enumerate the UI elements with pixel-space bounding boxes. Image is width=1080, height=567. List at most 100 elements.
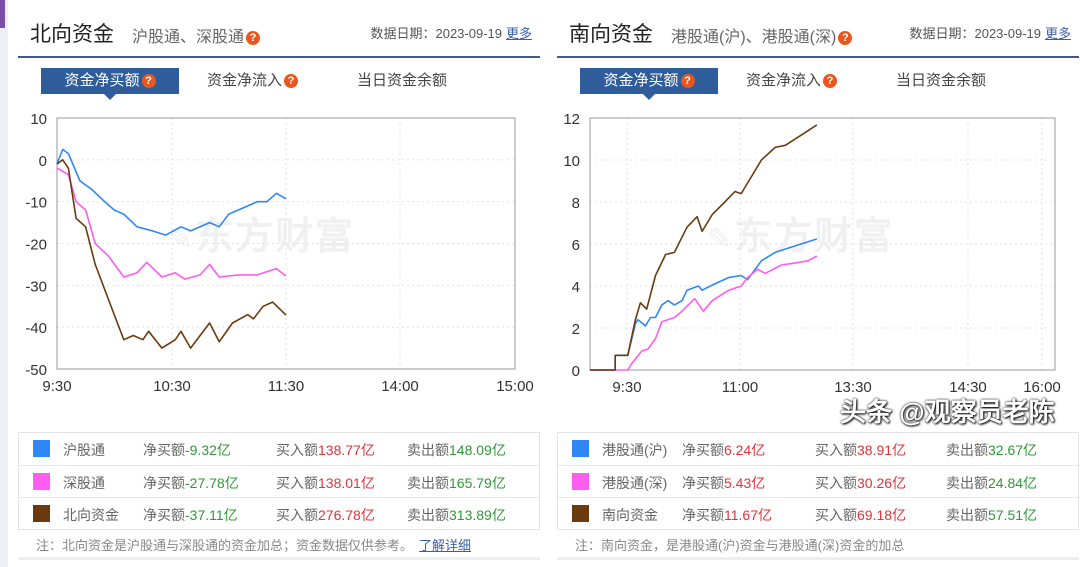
legend-row: 南向资金 净买额11.67亿 买入额69.18亿 卖出额57.51亿 — [558, 497, 1078, 529]
net-label: 净买额 — [143, 475, 185, 491]
subtitle-text: 港股通(沪)、港股通(深) — [671, 29, 837, 46]
legend-row: 沪股通 净买额-9.32亿 买入额138.77亿 卖出额148.09亿 — [19, 433, 539, 465]
date-value: 2023-09-19 — [974, 26, 1041, 41]
bottom-divider — [18, 557, 540, 560]
help-icon[interactable]: ? — [823, 74, 838, 89]
x-tick-label: 15:00 — [496, 378, 534, 395]
buy-amount: 买入额138.01亿 — [276, 473, 375, 493]
sell-label: 卖出额 — [407, 507, 449, 523]
x-tick-label: 11:30 — [268, 378, 304, 395]
date-label: 数据日期： — [909, 26, 975, 41]
legend-row: 深股通 净买额-27.78亿 买入额138.01亿 卖出额165.79亿 — [19, 465, 539, 497]
series-line-0 — [590, 238, 818, 371]
y-tick-label: -10 — [25, 195, 47, 212]
south-title: 南向资金 — [569, 23, 653, 46]
nav-accent — [0, 0, 5, 28]
tab-label: 资金净流入 — [207, 72, 283, 89]
south-panel: 南向资金 港股通(沪)、港股通(深)? 数据日期：2023-09-19 更多 资金… — [557, 0, 1079, 567]
eastmoney-watermark: ✎东方财富 — [707, 205, 894, 260]
help-icon[interactable]: ? — [838, 30, 853, 45]
series-line-1 — [56, 167, 287, 280]
more-link[interactable]: 更多 — [505, 26, 532, 41]
sell-amount: 卖出额313.89亿 — [407, 505, 506, 525]
net-value: 11.67亿 — [724, 507, 772, 523]
help-icon[interactable]: ? — [284, 74, 299, 89]
y-tick-label: 2 — [572, 321, 580, 338]
y-tick-label: -40 — [25, 320, 47, 337]
net-buy: 净买额-37.11亿 — [143, 505, 238, 525]
series-line-2 — [590, 124, 818, 371]
south-chart: 12 10 8 6 4 2 0 9:30 11:00 13:30 14:30 16:00 — [563, 111, 1060, 396]
y-tick-label: -20 — [25, 237, 47, 254]
series-line-2 — [56, 158, 287, 349]
north-legend: 沪股通 净买额-9.32亿 买入额138.77亿 卖出额148.09亿 深股通 … — [18, 432, 540, 530]
legend-row: 港股通(深) 净买额5.43亿 买入额30.26亿 卖出额24.84亿 — [558, 465, 1078, 497]
help-icon[interactable]: ? — [680, 74, 695, 89]
help-icon[interactable]: ? — [246, 30, 261, 45]
buy-amount: 买入额38.91亿 — [815, 440, 906, 460]
help-icon[interactable]: ? — [141, 74, 156, 89]
y-tick-label: 4 — [572, 279, 580, 296]
more-link[interactable]: 更多 — [1044, 26, 1071, 41]
series-name: 港股通(深) — [602, 475, 668, 491]
south-header: 南向资金 港股通(沪)、港股通(深)? 数据日期：2023-09-19 更多 — [569, 14, 1079, 50]
sell-value: 313.89亿 — [449, 507, 506, 523]
series-swatch — [33, 505, 50, 522]
x-tick-label: 10:30 — [153, 378, 191, 395]
tab-net-buy[interactable]: 资金净买额? — [41, 68, 179, 100]
south-note: 注：南向资金，是港股通(沪)资金与港股通(深)资金的加总 — [575, 535, 904, 554]
sell-value: 32.67亿 — [988, 442, 1038, 458]
net-value: -37.11亿 — [185, 507, 238, 523]
learn-more-link[interactable]: 了解详细 — [419, 538, 472, 553]
south-date: 数据日期：2023-09-19 更多 — [909, 23, 1071, 42]
sell-label: 卖出额 — [946, 475, 988, 491]
series-name: 北向资金 — [63, 507, 119, 523]
north-chart: 10 0 -10 -20 -30 -40 -509:30 10:30 11:30 14:00 15:… — [25, 111, 534, 395]
net-label: 净买额 — [143, 507, 185, 523]
y-tick-label: -50 — [25, 362, 47, 379]
series-swatch — [33, 473, 50, 490]
x-tick-label: 14:00 — [381, 378, 419, 395]
tab-label: 资金净买额 — [64, 72, 140, 89]
net-buy: 净买额11.67亿 — [682, 505, 772, 525]
tab-net-inflow[interactable]: 资金净流入? — [207, 68, 299, 94]
net-label: 净买额 — [682, 442, 724, 458]
buy-label: 买入额 — [276, 442, 318, 458]
x-tick-label: 13:30 — [834, 379, 872, 396]
north-panel: 北向资金 沪股通、深股通? 数据日期：2023-09-19 更多 资金净买额? 资… — [18, 0, 540, 567]
y-tick-label: 10 — [563, 153, 580, 170]
watermark-text: 东方财富 — [734, 216, 895, 258]
tab-net-buy[interactable]: 资金净买额? — [580, 68, 718, 100]
legend-row: 北向资金 净买额-37.11亿 买入额276.78亿 卖出额313.89亿 — [19, 497, 539, 529]
net-buy: 净买额-27.78亿 — [143, 473, 239, 493]
y-tick-label: 6 — [572, 237, 580, 254]
series-name: 沪股通 — [63, 442, 105, 458]
plot-frame — [56, 117, 516, 370]
sell-label: 卖出额 — [407, 442, 449, 458]
sell-label: 卖出额 — [407, 475, 449, 491]
buy-value: 276.78亿 — [318, 507, 375, 523]
y-tick-label: 10 — [30, 111, 47, 128]
series-line-0 — [56, 148, 287, 236]
buy-amount: 买入额276.78亿 — [276, 505, 375, 525]
tab-day-balance[interactable]: 当日资金余额 — [357, 68, 447, 94]
buy-label: 买入额 — [815, 507, 857, 523]
sell-amount: 卖出额57.51亿 — [946, 505, 1037, 525]
bottom-divider — [557, 557, 1079, 560]
series-name: 港股通(沪) — [602, 442, 668, 458]
net-value: -27.78亿 — [185, 475, 239, 491]
buy-amount: 买入额69.18亿 — [815, 505, 906, 525]
net-label: 净买额 — [682, 475, 724, 491]
tab-net-inflow[interactable]: 资金净流入? — [746, 68, 838, 94]
series-swatch — [572, 440, 589, 457]
net-buy: 净买额-9.32亿 — [143, 440, 231, 460]
y-tick-label: 0 — [572, 363, 580, 380]
sell-amount: 卖出额148.09亿 — [407, 440, 506, 460]
north-date: 数据日期：2023-09-19 更多 — [370, 23, 532, 42]
south-subtitle: 港股通(沪)、港股通(深)? — [671, 23, 853, 47]
y-tick-label: 0 — [39, 153, 47, 170]
south-legend: 港股通(沪) 净买额6.24亿 买入额38.91亿 卖出额32.67亿 港股通(… — [557, 432, 1079, 530]
series-name: 南向资金 — [602, 507, 658, 523]
tab-label: 资金净流入 — [746, 72, 822, 89]
tab-day-balance[interactable]: 当日资金余额 — [896, 68, 986, 94]
